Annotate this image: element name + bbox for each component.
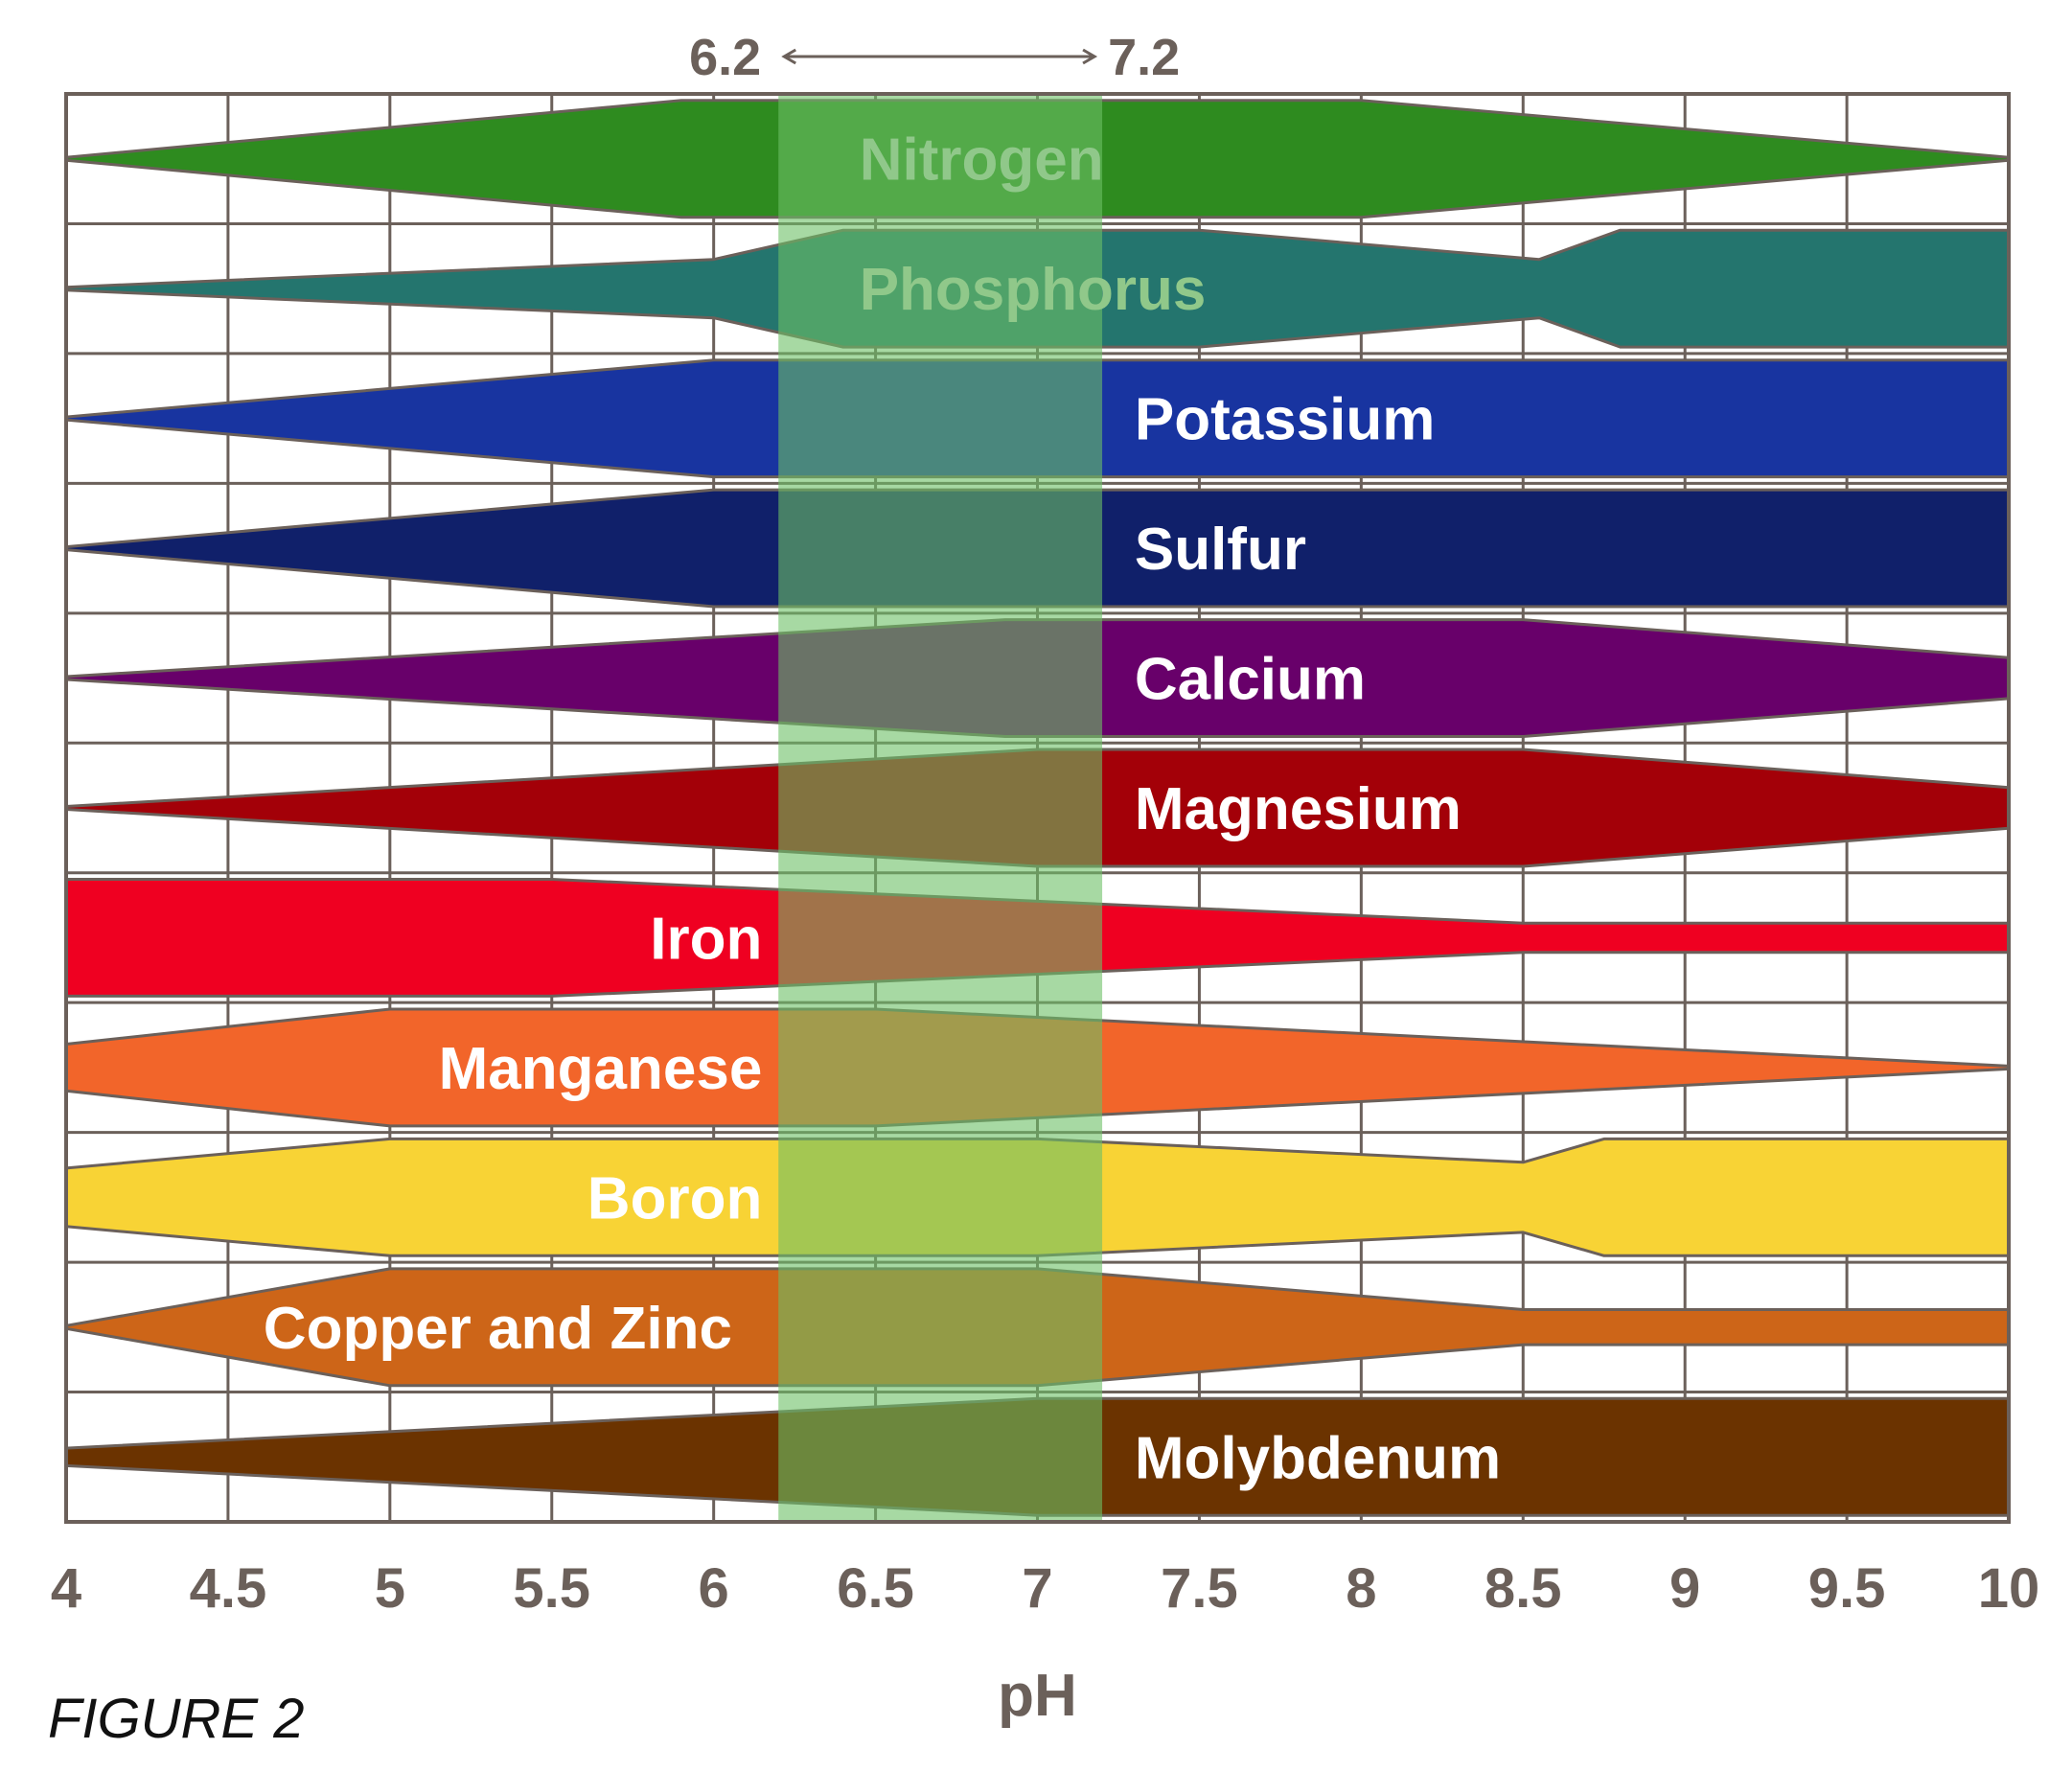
x-tick-label: 6 [699, 1557, 729, 1620]
x-tick-label: 6.5 [837, 1557, 914, 1620]
series-label: Boron [587, 1165, 763, 1231]
x-tick-label: 8.5 [1485, 1557, 1562, 1620]
x-tick-label: 5 [375, 1557, 405, 1620]
x-tick-label: 7 [1022, 1557, 1052, 1620]
x-tick-label: 9 [1669, 1557, 1700, 1620]
optimal-range-from-label: 6.2 [689, 29, 761, 86]
x-tick-label: 8 [1346, 1557, 1376, 1620]
x-tick-label: 4 [51, 1557, 81, 1620]
optimal-range-to-label: 7.2 [1108, 29, 1180, 86]
series-label: Sulfur [1135, 517, 1306, 583]
x-tick-label: 5.5 [513, 1557, 590, 1620]
range-arrow-left-head [781, 48, 796, 65]
x-tick-label: 7.5 [1161, 1557, 1238, 1620]
series-label: Nitrogen [860, 127, 1104, 194]
series-label: Molybdenum [1135, 1425, 1501, 1491]
optimal-range-band [778, 94, 1103, 1522]
series-label: Magnesium [1135, 776, 1462, 842]
series-label: Iron [650, 906, 762, 972]
series-label: Calcium [1135, 647, 1366, 713]
x-tick-label: 4.5 [190, 1557, 267, 1620]
series-label: Potassium [1135, 387, 1436, 453]
x-axis-label: pH [998, 1663, 1077, 1729]
series-label: Manganese [439, 1036, 763, 1102]
x-tick-label: 9.5 [1808, 1557, 1886, 1620]
range-arrow-right-head [1082, 48, 1098, 65]
series-label: Copper and Zinc [264, 1296, 732, 1362]
series-label: Phosphorus [860, 257, 1207, 323]
plot-border [64, 92, 2011, 1524]
x-tick-label: 10 [1978, 1557, 2040, 1620]
figure-label: FIGURE 2 [48, 1688, 305, 1750]
